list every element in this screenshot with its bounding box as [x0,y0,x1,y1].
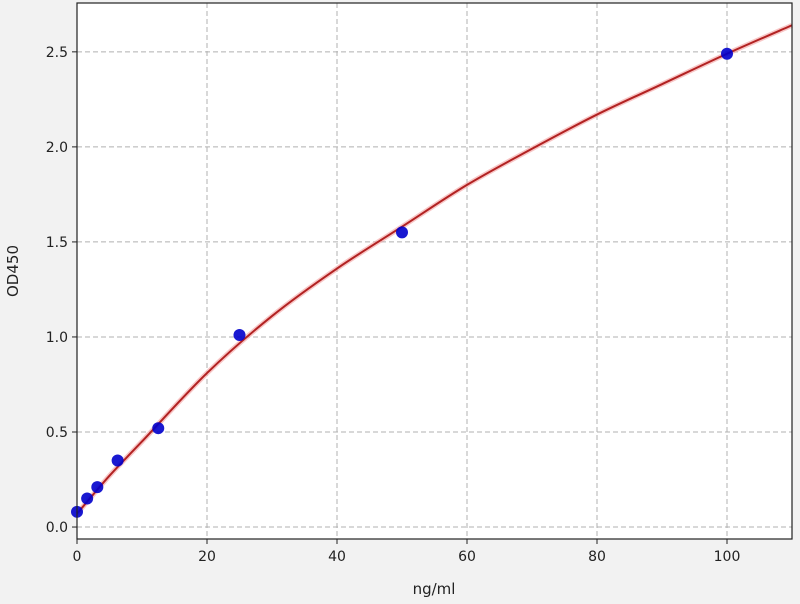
data-point [152,422,165,435]
x-tick-label: 20 [198,549,216,565]
x-tick-label: 0 [73,549,82,565]
y-tick-label: 1.5 [46,235,68,251]
grid [76,3,792,539]
y-tick-label: 0.0 [46,520,68,536]
y-tick-label: 2.0 [46,140,68,156]
x-axis-label: ng/ml [413,580,456,598]
data-point [111,454,124,467]
x-tick-label: 40 [328,549,346,565]
plot-area [77,3,792,539]
x-tick-label: 100 [714,549,741,565]
y-axis-label: OD450 [4,245,22,297]
y-tick-label: 1.0 [46,330,68,346]
y-axis-ticks: 0.0 0.5 1.0 1.5 2.0 2.5 [46,45,77,536]
data-point [396,226,408,239]
data-point [721,47,733,60]
plot-frame [76,2,793,540]
data-points-layer [71,47,733,518]
data-point [233,329,246,342]
x-axis-ticks: 0 20 40 60 80 100 [73,539,741,565]
data-point [91,481,104,494]
x-tick-label: 80 [588,549,606,565]
x-tick-label: 60 [458,549,476,565]
y-tick-label: 2.5 [46,45,68,61]
data-point [81,492,94,505]
y-tick-label: 0.5 [46,425,68,441]
